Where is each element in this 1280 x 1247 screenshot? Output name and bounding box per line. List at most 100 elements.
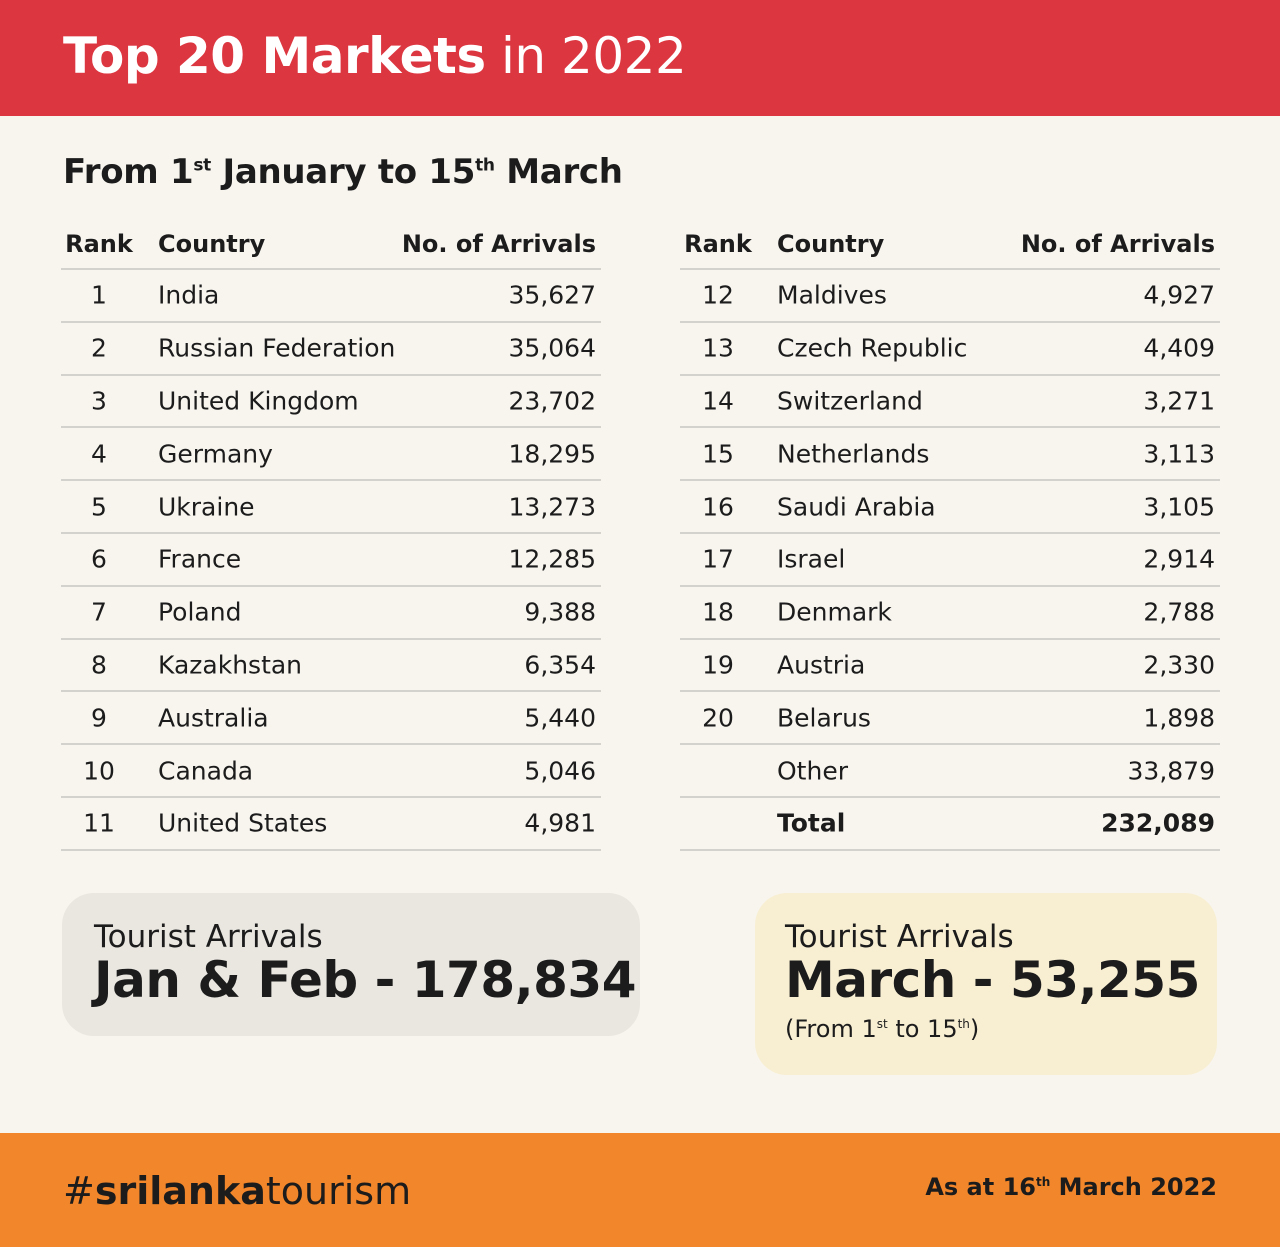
rank-header: Rank — [65, 230, 133, 258]
rank-cell: 16 — [702, 492, 734, 522]
arrivals-cell: 4,409 — [1143, 333, 1215, 363]
country-cell: Switzerland — [777, 386, 923, 416]
arrivals-cell: 232,089 — [1101, 808, 1215, 838]
rank-cell: 18 — [702, 597, 734, 627]
arrivals-cell: 9,388 — [524, 597, 596, 627]
country-cell: Kazakhstan — [158, 650, 303, 680]
table-row: 20 Belarus 1,898 — [680, 692, 1220, 746]
country-cell: Australia — [158, 703, 269, 733]
table-row: 10 Canada 5,046 — [61, 745, 601, 798]
table-row: 18 Denmark 2,788 — [680, 587, 1220, 640]
country-cell: United States — [158, 808, 328, 838]
table-row: 15 Netherlands 3,113 — [680, 428, 1220, 482]
markets-table-right: Rank Country No. of Arrivals 12 Maldives 4… — [680, 220, 1220, 851]
rank-cell: 12 — [702, 280, 734, 310]
rank-cell: 3 — [91, 386, 107, 416]
rank-cell: 1 — [91, 280, 107, 310]
country-cell: Israel — [777, 544, 846, 574]
country-cell: United Kingdom — [158, 386, 359, 416]
arrivals-cell: 2,330 — [1143, 650, 1215, 680]
total-row: Total 232,089 — [680, 798, 1220, 851]
country-cell: Austria — [777, 650, 866, 680]
table-row: 8 Kazakhstan 6,354 — [61, 640, 601, 693]
table-row: 12 Maldives 4,927 — [680, 270, 1220, 323]
rank-cell: 11 — [83, 808, 115, 838]
rank-cell: 8 — [91, 650, 107, 680]
march-arrivals-card: Tourist Arrivals March - 53,255 (From 1s… — [755, 893, 1217, 1075]
table-row: 14 Switzerland 3,271 — [680, 376, 1220, 429]
table-row: 7 Poland 9,388 — [61, 587, 601, 640]
country-cell: Ukraine — [158, 492, 255, 522]
arrivals-cell: 13,273 — [508, 492, 596, 522]
country-cell: France — [158, 544, 242, 574]
table-row: 1 India 35,627 — [61, 270, 601, 323]
rank-header: Rank — [684, 230, 752, 258]
arrivals-cell: 18,295 — [508, 439, 596, 469]
arrivals-cell: 5,046 — [524, 756, 596, 786]
country-cell: Maldives — [777, 280, 887, 310]
rank-cell: 17 — [702, 544, 734, 574]
arrivals-cell: 35,064 — [508, 333, 596, 363]
footer-banner: #srilankatourism As at 16th March 2022 — [0, 1133, 1280, 1247]
table-row: 19 Austria 2,330 — [680, 640, 1220, 693]
page-title: Top 20 Markets in 2022 — [63, 27, 687, 85]
date-range-subtitle: From 1st January to 15th March — [63, 152, 623, 192]
table-row: 16 Saudi Arabia 3,105 — [680, 481, 1220, 534]
arrivals-cell: 4,981 — [524, 808, 596, 838]
country-header: Country — [777, 230, 885, 258]
arrivals-cell: 23,702 — [508, 386, 596, 416]
rank-cell: 2 — [91, 333, 107, 363]
table-row: 4 Germany 18,295 — [61, 428, 601, 482]
arrivals-cell: 3,271 — [1143, 386, 1215, 416]
table-header: Rank Country No. of Arrivals — [680, 220, 1220, 270]
arrivals-cell: 3,113 — [1143, 439, 1215, 469]
arrivals-cell: 2,914 — [1143, 544, 1215, 574]
table-row: 6 France 12,285 — [61, 534, 601, 587]
arrivals-header: No. of Arrivals — [1020, 230, 1215, 258]
hashtag: #srilankatourism — [63, 1169, 412, 1213]
card-label: Tourist Arrivals — [785, 919, 1014, 955]
table-row: 9 Australia 5,440 — [61, 692, 601, 746]
rank-cell: 7 — [91, 597, 107, 627]
card-value: Jan & Feb - 178,834 — [94, 951, 637, 1009]
country-cell: India — [158, 280, 220, 310]
table-row: 11 United States 4,981 — [61, 798, 601, 851]
table-row: 17 Israel 2,914 — [680, 534, 1220, 587]
table-row: 5 Ukraine 13,273 — [61, 481, 601, 534]
rank-cell: 19 — [702, 650, 734, 680]
rank-cell: 20 — [702, 703, 734, 733]
country-header: Country — [158, 230, 266, 258]
arrivals-cell: 1,898 — [1143, 703, 1215, 733]
country-cell: Denmark — [777, 597, 892, 627]
rank-cell: 6 — [91, 544, 107, 574]
country-cell: Saudi Arabia — [777, 492, 936, 522]
card-note: (From 1st to 15th) — [785, 1015, 980, 1043]
country-cell: Netherlands — [777, 439, 930, 469]
table-row: 13 Czech Republic 4,409 — [680, 323, 1220, 376]
country-cell: Other — [777, 756, 848, 786]
arrivals-cell: 5,440 — [524, 703, 596, 733]
arrivals-header: No. of Arrivals — [401, 230, 596, 258]
arrivals-cell: 2,788 — [1143, 597, 1215, 627]
table-row: 2 Russian Federation 35,064 — [61, 323, 601, 376]
rank-cell: 14 — [702, 386, 734, 416]
country-cell: Russian Federation — [158, 333, 396, 363]
table-header: Rank Country No. of Arrivals — [61, 220, 601, 270]
header-banner: Top 20 Markets in 2022 — [0, 0, 1280, 116]
country-cell: Belarus — [777, 703, 871, 733]
table-row: Other 33,879 — [680, 745, 1220, 798]
rank-cell: 4 — [91, 439, 107, 469]
rank-cell: 9 — [91, 703, 107, 733]
arrivals-cell: 4,927 — [1143, 280, 1215, 310]
country-cell: Total — [777, 808, 846, 838]
country-cell: Germany — [158, 439, 273, 469]
jan-feb-arrivals-card: Tourist Arrivals Jan & Feb - 178,834 — [62, 893, 640, 1036]
arrivals-cell: 12,285 — [508, 544, 596, 574]
arrivals-cell: 6,354 — [524, 650, 596, 680]
rank-cell: 10 — [83, 756, 115, 786]
country-cell: Czech Republic — [777, 333, 968, 363]
card-label: Tourist Arrivals — [94, 919, 323, 955]
country-cell: Poland — [158, 597, 242, 627]
markets-table-left: Rank Country No. of Arrivals 1 India 35,62… — [61, 220, 601, 851]
country-cell: Canada — [158, 756, 254, 786]
